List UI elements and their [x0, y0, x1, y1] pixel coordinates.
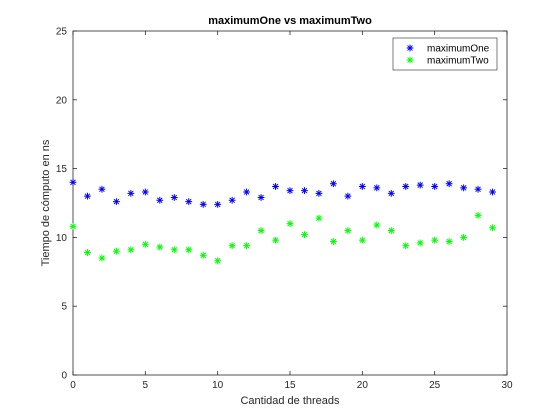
point-maximumTwo [156, 243, 164, 251]
point-maximumOne [301, 187, 308, 195]
point-maximumOne [127, 189, 135, 197]
point-maximumTwo [431, 236, 439, 244]
point-maximumTwo [286, 220, 294, 228]
point-maximumTwo [315, 214, 323, 222]
y-axis-label: Tiempo de cómputo en ns [40, 139, 52, 266]
y-tick-label: 20 [56, 95, 68, 106]
point-maximumTwo [358, 236, 366, 244]
point-maximumOne [141, 188, 149, 196]
y-axis: 0 5 10 15 20 25 [56, 27, 507, 382]
point-maximumTwo [141, 240, 149, 248]
point-maximumOne [460, 184, 467, 192]
point-maximumOne [431, 183, 439, 190]
point-maximumOne [214, 200, 222, 208]
x-tick-label: 25 [429, 380, 441, 391]
point-maximumTwo [272, 236, 279, 244]
x-tick-label: 10 [212, 380, 224, 391]
point-maximumTwo [228, 242, 236, 250]
point-maximumTwo [373, 221, 381, 229]
x-axis-label: Cantidad de threads [240, 395, 340, 407]
point-maximumTwo [243, 242, 250, 250]
x-tick-label: 0 [70, 380, 76, 391]
x-tick-label: 30 [501, 380, 513, 391]
point-maximumOne [489, 188, 496, 196]
point-maximumOne [445, 180, 453, 188]
point-maximumTwo [330, 238, 337, 245]
legend-marker-maximumTwo [406, 56, 414, 64]
legend-entry: maximumTwo [427, 56, 489, 67]
point-maximumTwo [98, 254, 106, 262]
point-maximumOne [272, 183, 279, 190]
point-maximumOne [199, 200, 207, 208]
point-maximumOne [243, 188, 250, 196]
point-maximumOne [113, 198, 120, 206]
y-tick-label: 10 [56, 233, 68, 244]
point-maximumOne [373, 184, 381, 192]
legend-box [392, 37, 498, 71]
point-maximumOne [228, 196, 236, 204]
point-maximumTwo [416, 239, 424, 247]
point-maximumTwo [402, 242, 410, 250]
x-tick-label: 5 [143, 380, 149, 391]
point-maximumTwo [474, 211, 482, 219]
x-axis: 0 5 10 15 20 25 30 [70, 31, 513, 391]
point-maximumOne [286, 187, 294, 195]
chart-title: maximumOne vs maximumTwo [208, 15, 372, 27]
plot-area [73, 31, 507, 375]
point-maximumOne [474, 185, 482, 193]
legend-marker-maximumOne [406, 44, 414, 52]
data-points [69, 178, 496, 265]
point-maximumTwo [113, 247, 120, 255]
point-maximumTwo [460, 234, 467, 241]
point-maximumOne [344, 192, 352, 200]
x-tick-label: 15 [284, 380, 296, 391]
x-tick-label: 20 [357, 380, 369, 391]
point-maximumOne [387, 189, 395, 197]
point-maximumOne [185, 198, 193, 206]
point-maximumTwo [344, 227, 352, 234]
point-maximumTwo [301, 231, 308, 239]
point-maximumOne [416, 181, 424, 189]
point-maximumOne [358, 183, 366, 190]
point-maximumTwo [127, 246, 135, 254]
point-maximumTwo [257, 227, 265, 234]
point-maximumOne [315, 189, 323, 197]
point-maximumTwo [170, 246, 178, 254]
point-maximumTwo [387, 227, 395, 234]
point-maximumOne [257, 194, 265, 201]
point-maximumOne [330, 180, 337, 188]
point-maximumTwo [199, 251, 207, 259]
y-tick-label: 25 [56, 27, 68, 38]
point-maximumOne [69, 178, 77, 186]
point-maximumTwo [185, 246, 193, 254]
point-maximumOne [156, 196, 164, 204]
point-maximumOne [98, 185, 106, 193]
y-tick-label: 5 [61, 302, 67, 313]
point-maximumTwo [214, 257, 222, 265]
point-maximumTwo [489, 224, 496, 232]
point-maximumOne [170, 194, 178, 201]
legend-entry: maximumOne [427, 44, 490, 55]
point-maximumTwo [69, 222, 77, 230]
y-tick-label: 0 [61, 371, 67, 382]
point-maximumOne [402, 183, 410, 190]
y-tick-label: 15 [56, 164, 68, 175]
point-maximumTwo [445, 238, 453, 245]
point-maximumOne [84, 192, 91, 200]
point-maximumTwo [84, 249, 91, 256]
